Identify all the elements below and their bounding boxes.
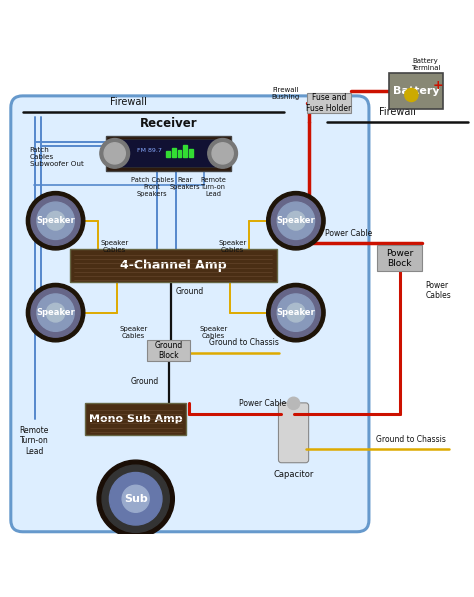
FancyBboxPatch shape: [85, 402, 186, 435]
Text: Speaker: Speaker: [276, 308, 315, 317]
Circle shape: [109, 472, 162, 525]
Circle shape: [208, 139, 237, 168]
Text: Battery
Terminal: Battery Terminal: [411, 58, 440, 71]
Text: Power
Cables: Power Cables: [426, 281, 451, 300]
Text: Speaker: Speaker: [36, 308, 75, 317]
Text: Rear
Speakers: Rear Speakers: [170, 177, 201, 190]
Text: Patch Cables
Front
Speakers: Patch Cables Front Speakers: [131, 177, 173, 196]
Circle shape: [277, 294, 315, 331]
Text: Fuse and
Fuse Holder: Fuse and Fuse Holder: [306, 93, 352, 113]
Circle shape: [27, 192, 85, 250]
Circle shape: [122, 485, 149, 512]
FancyBboxPatch shape: [278, 403, 309, 463]
Text: Power Cable: Power Cable: [325, 229, 373, 238]
FancyBboxPatch shape: [147, 340, 191, 361]
Text: Ground
Block: Ground Block: [155, 341, 183, 360]
Text: Sub: Sub: [124, 494, 147, 504]
Text: 4-Channel Amp: 4-Channel Amp: [120, 259, 227, 272]
Text: Remote
Turn-on
Lead: Remote Turn-on Lead: [20, 426, 49, 456]
Text: Power
Block: Power Block: [386, 249, 413, 268]
Circle shape: [271, 288, 320, 337]
Text: Speaker: Speaker: [276, 216, 315, 225]
Text: Capacitor: Capacitor: [273, 470, 314, 479]
Text: Ground: Ground: [130, 377, 159, 386]
Circle shape: [104, 143, 125, 164]
Text: Speaker
Cables: Speaker Cables: [218, 239, 246, 253]
Text: Speaker: Speaker: [36, 216, 75, 225]
Text: Ground to Chassis: Ground to Chassis: [209, 338, 279, 347]
Text: Receiver: Receiver: [140, 116, 198, 130]
Text: Speaker
Cables: Speaker Cables: [119, 326, 147, 339]
Text: Firewall: Firewall: [110, 97, 147, 107]
FancyBboxPatch shape: [307, 93, 351, 113]
Text: Speaker
Cables: Speaker Cables: [100, 239, 128, 253]
Text: +: +: [433, 79, 443, 92]
Text: Power Cable: Power Cable: [239, 399, 286, 408]
Text: Patch
Cables
Subwoofer Out: Patch Cables Subwoofer Out: [30, 147, 83, 167]
Circle shape: [27, 284, 85, 342]
FancyBboxPatch shape: [377, 245, 422, 272]
Text: Remote
Turn-on
Lead: Remote Turn-on Lead: [201, 177, 227, 196]
Text: Firewall: Firewall: [379, 107, 416, 116]
Circle shape: [271, 196, 320, 245]
Bar: [189, 149, 193, 157]
Text: Ground to Chassis: Ground to Chassis: [376, 435, 447, 444]
Circle shape: [277, 202, 315, 239]
Circle shape: [287, 303, 305, 322]
Circle shape: [46, 303, 65, 322]
Text: Mono Sub Amp: Mono Sub Amp: [89, 414, 182, 424]
Circle shape: [287, 397, 300, 410]
Bar: [166, 152, 170, 157]
FancyBboxPatch shape: [70, 248, 277, 282]
Circle shape: [100, 139, 129, 168]
Bar: [172, 147, 176, 157]
Text: Battery: Battery: [393, 86, 439, 96]
Bar: [178, 150, 182, 157]
Bar: [183, 145, 187, 157]
FancyBboxPatch shape: [11, 96, 369, 532]
Text: Ground: Ground: [176, 287, 204, 296]
Circle shape: [267, 284, 325, 342]
FancyBboxPatch shape: [106, 136, 231, 171]
Text: FM 89.7: FM 89.7: [137, 148, 162, 153]
Circle shape: [267, 192, 325, 250]
Circle shape: [31, 288, 80, 337]
Circle shape: [102, 465, 169, 533]
Circle shape: [37, 294, 74, 331]
Circle shape: [212, 143, 233, 164]
Circle shape: [46, 211, 65, 230]
Text: Firewall
Bushing: Firewall Bushing: [271, 87, 300, 100]
Circle shape: [287, 211, 305, 230]
Text: Speaker
Cables: Speaker Cables: [200, 326, 228, 339]
Circle shape: [31, 196, 80, 245]
Circle shape: [97, 460, 174, 537]
FancyBboxPatch shape: [120, 140, 215, 167]
Circle shape: [405, 88, 418, 101]
FancyBboxPatch shape: [389, 73, 443, 109]
Circle shape: [37, 202, 74, 239]
